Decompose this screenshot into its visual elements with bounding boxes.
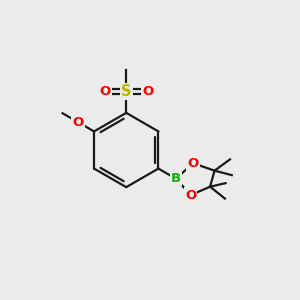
Text: B: B (171, 172, 181, 185)
Text: O: O (142, 85, 153, 98)
Text: O: O (73, 116, 84, 129)
Text: S: S (121, 84, 131, 99)
Text: O: O (99, 85, 110, 98)
Text: O: O (188, 157, 199, 170)
Text: O: O (185, 188, 196, 202)
